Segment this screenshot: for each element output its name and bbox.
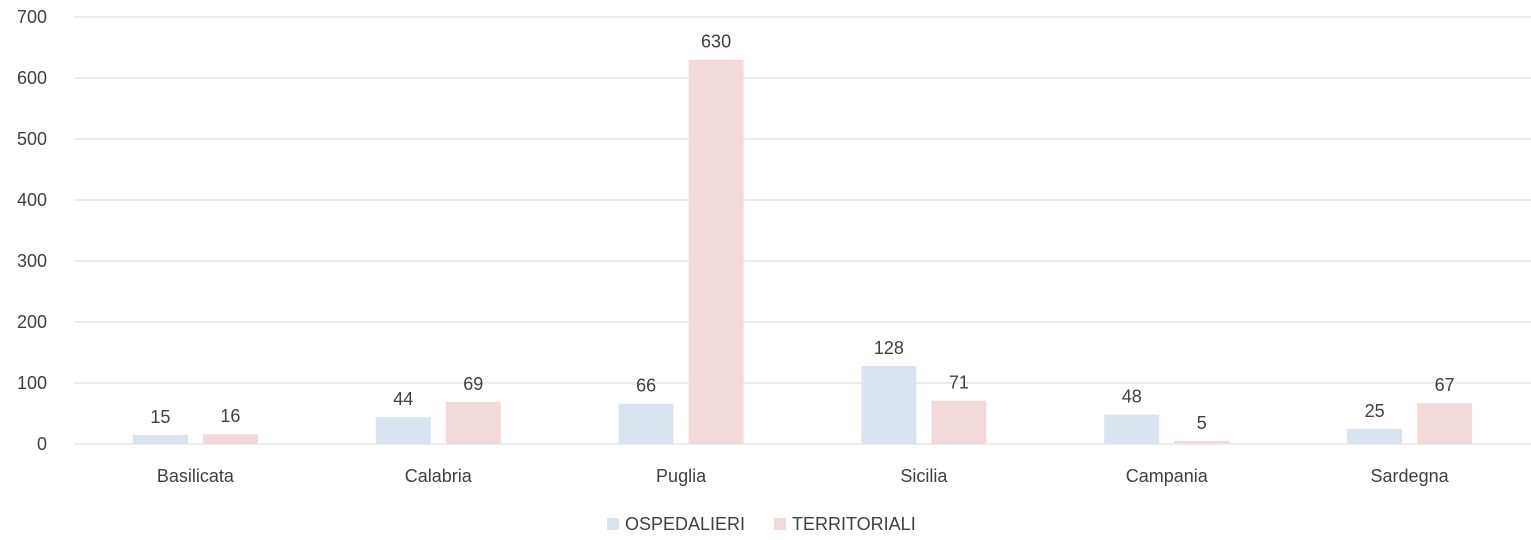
x-tick-label: Puglia	[656, 466, 707, 486]
x-tick-label: Calabria	[405, 466, 473, 486]
data-label: 16	[220, 406, 240, 426]
bar-territoriali-campania	[1174, 440, 1230, 444]
bar-ospedalieri-basilicata	[132, 434, 188, 444]
data-label: 5	[1197, 413, 1207, 433]
data-label: 48	[1122, 387, 1142, 407]
y-tick-label: 300	[17, 251, 47, 271]
bar-ospedalieri-puglia	[618, 403, 674, 444]
grid-layer	[74, 16, 1531, 445]
bar-ospedalieri-campania	[1104, 414, 1160, 444]
y-tick-label: 600	[17, 68, 47, 88]
data-label: 128	[874, 338, 904, 358]
bars-layer	[132, 59, 1473, 444]
legend: OSPEDALIERI TERRITORIALI	[607, 514, 916, 534]
data-label: 71	[949, 373, 969, 393]
bar-territoriali-basilicata	[202, 434, 258, 444]
legend-label: OSPEDALIERI	[625, 514, 745, 534]
y-tick-label: 200	[17, 312, 47, 332]
bar-ospedalieri-calabria	[375, 417, 431, 444]
legend-label: TERRITORIALI	[792, 514, 916, 534]
x-tick-label: Campania	[1126, 466, 1209, 486]
data-label: 630	[701, 32, 731, 52]
bar-territoriali-sardegna	[1417, 403, 1473, 444]
y-tick-label: 0	[37, 434, 47, 454]
y-tick-label: 400	[17, 190, 47, 210]
y-tick-label: 700	[17, 7, 47, 27]
labels-layer: 0 100 200 300 400 500 600 700 15 16 Basilicata 44 69…	[17, 7, 1455, 486]
bar-territoriali-sicilia	[931, 400, 987, 444]
data-label: 25	[1365, 401, 1385, 421]
data-label: 15	[150, 407, 170, 427]
bar-ospedalieri-sardegna	[1347, 428, 1403, 444]
data-label: 67	[1435, 375, 1455, 395]
bar-ospedalieri-sicilia	[861, 365, 917, 444]
bar-territoriali-calabria	[445, 401, 501, 444]
y-tick-label: 500	[17, 129, 47, 149]
legend-swatch-territoriali	[774, 518, 786, 530]
data-label: 44	[393, 389, 413, 409]
data-label: 69	[463, 374, 483, 394]
bar-territoriali-puglia	[688, 59, 744, 444]
x-tick-label: Sicilia	[900, 466, 948, 486]
legend-swatch-ospedalieri	[607, 518, 619, 530]
x-tick-label: Sardegna	[1371, 466, 1450, 486]
x-tick-label: Basilicata	[157, 466, 235, 486]
data-label: 66	[636, 376, 656, 396]
y-tick-label: 100	[17, 373, 47, 393]
